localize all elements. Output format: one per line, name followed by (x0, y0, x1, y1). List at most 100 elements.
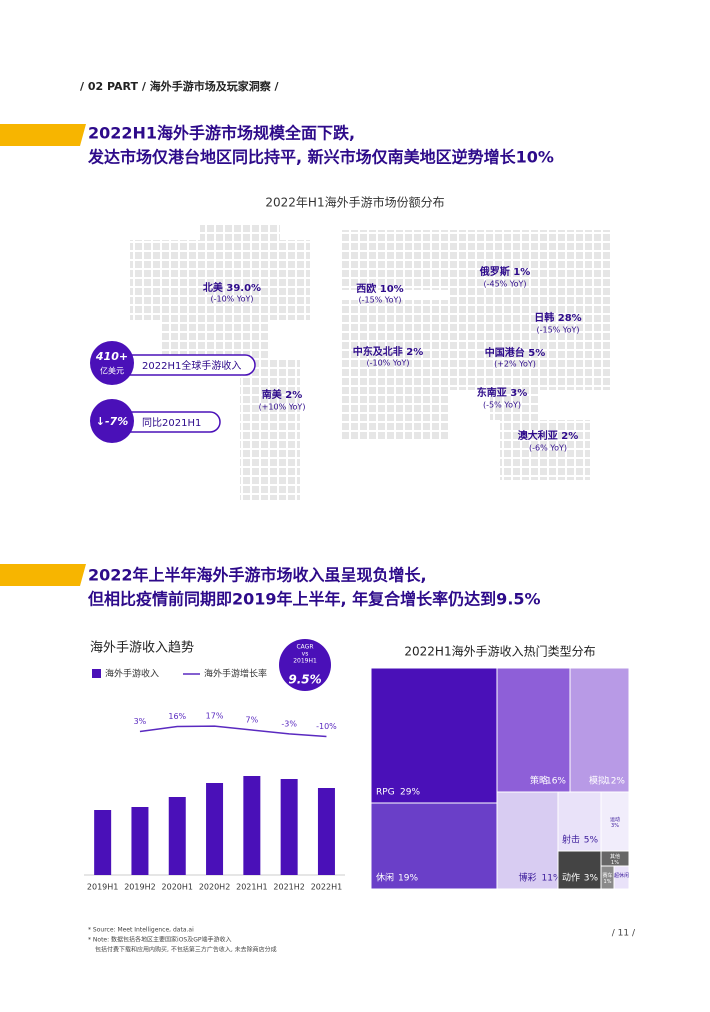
bar (168, 797, 186, 875)
x-tick-label: 2021H2 (273, 883, 304, 892)
tile-value: 19% (398, 874, 418, 884)
tile-label: 超休闲 (614, 872, 629, 879)
region-yoy: (-5% YoY) (483, 401, 521, 410)
tile-value: 29% (400, 788, 420, 798)
accent (0, 124, 86, 146)
footnote: * Note: 数据包括各地区主要国家iOS及GP端手游收入 (88, 936, 232, 944)
tile-value: 1% (604, 879, 612, 885)
region-yoy: (-6% YoY) (529, 444, 567, 453)
treemap-tile (557, 850, 602, 890)
chart-title: 海外手游收入趋势 (90, 640, 194, 656)
region-label: 日韩 28% (534, 311, 581, 324)
treemap-tile (613, 865, 630, 890)
world-map (130, 225, 610, 500)
tile-value: 12% (605, 777, 625, 787)
region-yoy: (-45% YoY) (483, 280, 526, 289)
data-label: 3% (134, 717, 147, 726)
tile-label: 博彩 (518, 872, 536, 884)
region-label: 西欧 10% (356, 282, 403, 295)
tile-value: 3% (611, 823, 619, 829)
treemap-tile (496, 791, 559, 890)
tile-value: 11% (542, 874, 562, 884)
treemap-tile (600, 791, 630, 852)
tile-value: 3% (584, 874, 599, 884)
bar (131, 807, 149, 875)
tile-label: 其他 (610, 853, 620, 860)
region-label: 南美 2% (262, 388, 302, 401)
region-label: 北美 39.0% (203, 281, 261, 294)
region-yoy: (+10% YoY) (259, 403, 306, 412)
data-label: 16% (168, 712, 186, 721)
region-label: 中东及北非 2% (353, 345, 423, 358)
data-label: -10% (316, 722, 337, 731)
header: / 02 PART / 海外手游市场及玩家洞察 / (80, 79, 280, 93)
badge-value: ↓-7% (96, 415, 128, 428)
tile-label: 模拟 (589, 775, 607, 787)
growth-line (139, 725, 327, 738)
tile-label: 策略 (530, 775, 548, 787)
region-yoy: (+2% YoY) (494, 360, 536, 369)
cagr-text: CAGR (296, 644, 313, 651)
region-yoy: (-15% YoY) (536, 326, 579, 335)
badge-text: 同比2021H1 (142, 417, 201, 429)
region-label: 澳大利亚 2% (518, 429, 578, 442)
legend-label: 海外手游增长率 (204, 668, 267, 680)
x-tick-label: 2021H1 (236, 883, 267, 892)
bar (317, 788, 335, 875)
section-title: 发达市场仅港台地区同比持平, 新兴市场仅南美地区逆势增长10% (87, 148, 554, 167)
map-title: 2022年H1海外手游市场份额分布 (265, 195, 444, 210)
tile-label: 休闲 (376, 872, 394, 884)
tile-label: 赛车 (602, 872, 612, 879)
x-tick-label: 2019H2 (124, 883, 155, 892)
tile-label: 射击 (562, 834, 580, 846)
tile-label: 动作 (562, 872, 580, 884)
tile-value: 1% (611, 860, 619, 866)
data-label: 7% (245, 716, 258, 725)
bar (280, 779, 298, 875)
legend-label: 海外手游收入 (105, 668, 159, 680)
x-tick-label: 2019H1 (87, 883, 118, 892)
treemap-tile (370, 667, 498, 804)
treemap-tile (496, 667, 571, 793)
cagr-badge (279, 639, 331, 691)
badge-unit: 亿美元 (100, 366, 124, 376)
region-yoy: (-10% YoY) (366, 359, 409, 368)
treemap-tile (557, 791, 602, 852)
cagr-text: 2019H1 (293, 658, 317, 665)
region-label: 俄罗斯 1% (479, 265, 530, 278)
x-tick-label: 2020H1 (162, 883, 193, 892)
chart-title: 2022H1海外手游收入热门类型分布 (404, 644, 595, 659)
page-number: / 11 / (612, 929, 636, 939)
footnote: * Source: Meet Intelligence, data.ai (88, 927, 194, 934)
region-label: 东南亚 3% (477, 386, 527, 399)
badge-text: 2022H1全球手游收入 (142, 359, 241, 372)
region-yoy: (-10% YoY) (210, 295, 253, 304)
cagr-value: 9.5% (288, 673, 321, 687)
x-tick-label: 2022H1 (311, 883, 342, 892)
accent (0, 564, 86, 586)
cagr-text: vs (302, 651, 309, 658)
legend-swatch (92, 669, 101, 678)
bar (94, 810, 112, 875)
treemap-tile (569, 667, 630, 793)
section-title: 但相比疫情前同期即2019年上半年, 年复合增长率仍达到9.5% (88, 590, 541, 609)
tile-label: 运动 (610, 816, 620, 823)
data-label: 17% (206, 712, 224, 721)
tile-value: 5% (584, 836, 599, 846)
badge-circle (90, 399, 134, 443)
tile-label: RPG (376, 788, 395, 798)
bar (243, 776, 261, 875)
badge-circle (90, 341, 134, 385)
bar (206, 783, 224, 875)
data-label: -3% (281, 719, 297, 728)
badge-value: 410+ (95, 350, 128, 363)
tile-value: 16% (546, 777, 566, 787)
treemap-tile (370, 802, 498, 890)
region-yoy: (-15% YoY) (358, 296, 401, 305)
x-tick-label: 2020H2 (199, 883, 230, 892)
section-title: 2022年上半年海外手游市场收入虽呈现负增长, (88, 566, 427, 585)
region-label: 中国港台 5% (485, 346, 545, 359)
section-title: 2022H1海外手游市场规模全面下跌, (88, 124, 355, 143)
footnote: 包括付费下载和应用内购买, 不包括第三方广告收入, 未去除商店分成 (95, 946, 277, 954)
